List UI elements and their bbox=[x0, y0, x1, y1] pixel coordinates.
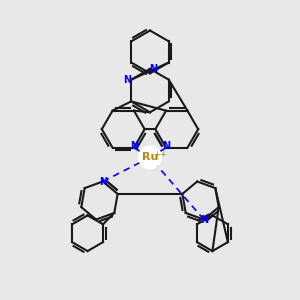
Text: N: N bbox=[149, 64, 158, 74]
Text: N: N bbox=[99, 176, 107, 187]
Text: N: N bbox=[124, 75, 132, 85]
Circle shape bbox=[139, 146, 161, 169]
Text: N: N bbox=[162, 141, 170, 151]
Text: ++: ++ bbox=[154, 150, 167, 159]
Text: N: N bbox=[130, 141, 138, 151]
Text: N: N bbox=[200, 214, 208, 225]
Text: Ru: Ru bbox=[142, 152, 158, 162]
